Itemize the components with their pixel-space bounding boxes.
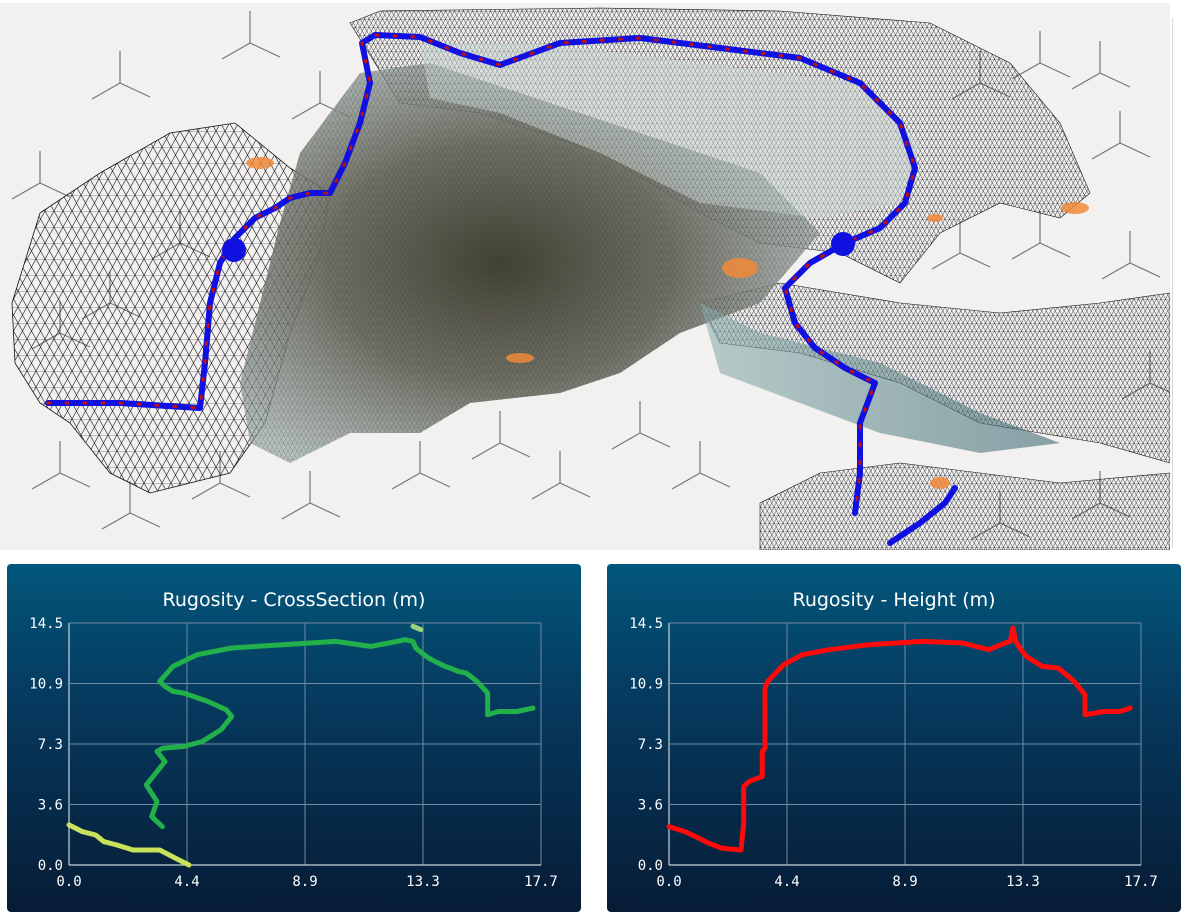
mesh-overlay-center [240, 63, 820, 463]
axis-glyph [281, 471, 341, 520]
transect-path-markers [46, 33, 917, 515]
axis-glyph [471, 411, 531, 460]
axis-glyph [391, 441, 451, 490]
x-tick-label: 0.0 [656, 874, 681, 890]
chart-title: Rugosity - CrossSection (m) [163, 589, 426, 611]
path-node-right[interactable] [831, 232, 855, 256]
y-tick-label: 3.6 [38, 798, 63, 814]
mesh-body-lower [759, 462, 1170, 550]
y-tick-label: 0.0 [638, 858, 663, 874]
axis-glyph [91, 51, 151, 100]
axis-glyph [221, 11, 281, 60]
series-line-1 [66, 822, 192, 868]
mesh-3d-canvas[interactable] [0, 3, 1170, 550]
series-line-0 [143, 637, 536, 830]
y-tick-label: 3.6 [638, 798, 663, 814]
x-tick-label: 8.9 [292, 874, 317, 890]
y-tick-label: 0.0 [38, 858, 63, 874]
mesh-3d-viewport[interactable] [0, 3, 1170, 550]
y-tick-label: 7.3 [38, 737, 63, 753]
chart-title: Rugosity - Height (m) [792, 589, 995, 611]
x-tick-label: 4.4 [774, 874, 799, 890]
axis-glyph [1091, 111, 1151, 160]
viewport-edge [1172, 18, 1173, 548]
axis-glyph [531, 451, 591, 500]
cross-section-chart: Rugosity - CrossSection (m) 0.0 4.4 8.9 13.… [29, 589, 558, 890]
axis-glyph [931, 221, 991, 270]
axis-glyph [671, 441, 731, 490]
axis-glyph [101, 481, 161, 530]
y-tick-label: 14.5 [629, 616, 663, 632]
height-chart: Rugosity - Height (m) 0.0 4.4 8.9 13.3 17.7 … [629, 589, 1158, 890]
y-tick-label: 7.3 [638, 737, 663, 753]
axis-glyph [1011, 211, 1071, 260]
y-tick-label: 14.5 [29, 616, 63, 632]
cross-section-chart-panel: Rugosity - CrossSection (m) 0.0 4.4 8.9 13.… [7, 564, 581, 912]
axis-glyph [1101, 231, 1161, 280]
axis-glyph [1011, 31, 1071, 80]
transect-path-lower[interactable] [887, 485, 958, 546]
orange-patches [246, 157, 1089, 489]
series-line-0 [666, 625, 1133, 853]
axis-glyph [11, 151, 71, 200]
height-chart-panel: Rugosity - Height (m) 0.0 4.4 8.9 13.3 17.7 … [607, 564, 1181, 912]
series-line-2 [410, 623, 424, 633]
x-tick-label: 13.3 [406, 874, 440, 890]
y-tick-label: 10.9 [29, 677, 63, 693]
x-tick-label: 4.4 [174, 874, 199, 890]
x-tick-label: 17.7 [1124, 874, 1158, 890]
axis-glyph [611, 401, 671, 450]
y-tick-label: 10.9 [629, 677, 663, 693]
reef-texture-right [700, 303, 1060, 453]
reef-texture-upper [420, 43, 920, 218]
x-tick-label: 0.0 [56, 874, 81, 890]
x-tick-label: 17.7 [524, 874, 558, 890]
x-tick-label: 13.3 [1006, 874, 1040, 890]
x-tick-label: 8.9 [892, 874, 917, 890]
axis-glyph [1071, 41, 1131, 90]
path-node-left[interactable] [222, 238, 246, 262]
axis-glyph [31, 441, 91, 490]
